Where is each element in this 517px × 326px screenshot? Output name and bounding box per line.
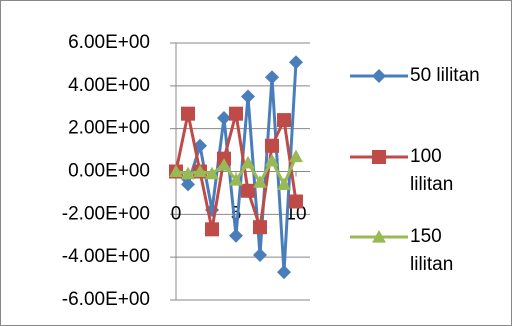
legend-marker xyxy=(372,69,386,83)
marker xyxy=(265,138,279,153)
y-tick-label: -4.00E+00 xyxy=(62,246,150,267)
marker xyxy=(289,194,303,209)
marker xyxy=(253,175,267,188)
marker xyxy=(193,164,207,178)
y-tick-label: 2.00E+00 xyxy=(68,118,150,139)
marker xyxy=(181,177,195,192)
marker xyxy=(277,113,291,128)
marker xyxy=(253,220,267,235)
legend-label: 50 lilitan xyxy=(410,65,480,86)
x-tick-label: 5 xyxy=(231,204,242,225)
y-tick-label: 4.00E+00 xyxy=(68,75,150,96)
marker xyxy=(181,166,195,180)
y-tick-label: 6.00E+00 xyxy=(68,32,150,53)
legend-label: 100 lilitan xyxy=(410,146,454,195)
marker xyxy=(241,155,255,169)
y-tick-label: -2.00E+00 xyxy=(62,203,150,224)
marker xyxy=(241,183,255,198)
marker xyxy=(265,70,279,85)
x-tick-label: 10 xyxy=(285,204,306,225)
marker xyxy=(205,166,219,180)
marker xyxy=(229,173,243,186)
legend-marker xyxy=(372,230,386,243)
marker xyxy=(289,149,303,163)
marker xyxy=(265,153,279,167)
y-tick-label: 0.00E+00 xyxy=(68,161,150,182)
legend-label: 150 lilitan xyxy=(410,226,454,275)
marker xyxy=(241,89,255,104)
marker xyxy=(205,222,219,237)
marker xyxy=(277,177,291,190)
marker xyxy=(169,164,183,178)
marker xyxy=(289,55,303,70)
marker xyxy=(217,110,231,125)
marker xyxy=(229,106,243,121)
marker xyxy=(229,228,243,243)
marker xyxy=(217,158,231,171)
y-tick-label: -6.00E+00 xyxy=(62,289,150,310)
marker xyxy=(253,248,267,263)
marker xyxy=(277,265,291,280)
x-tick-label: 0 xyxy=(171,204,182,225)
marker xyxy=(181,106,195,121)
legend-marker xyxy=(372,150,386,164)
